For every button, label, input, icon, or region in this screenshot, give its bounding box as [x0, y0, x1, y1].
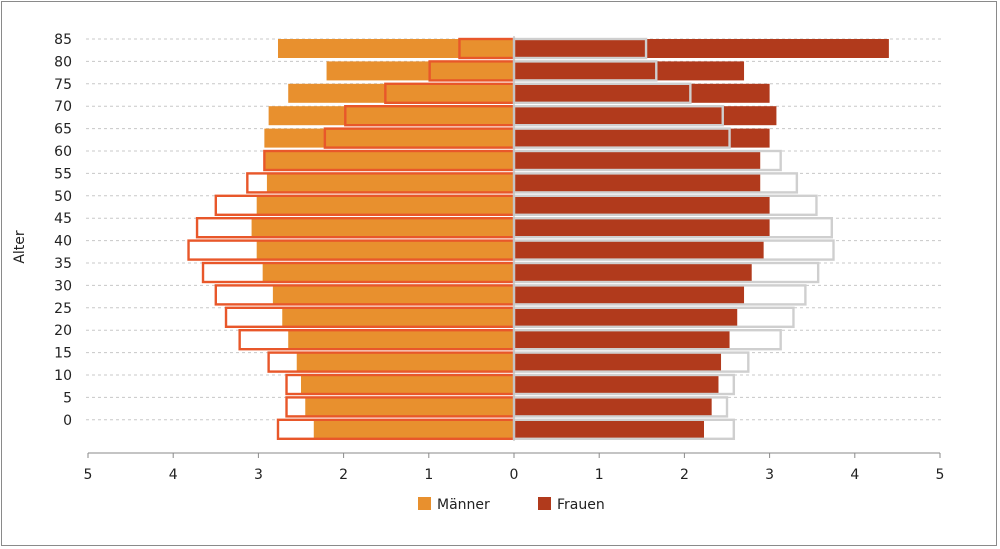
- bar-frauen: [514, 128, 770, 148]
- x-tick-label: 5: [936, 467, 945, 483]
- age-tick-label: 30: [54, 278, 72, 294]
- bar-maenner: [288, 330, 514, 350]
- age-tick-label: 45: [54, 211, 72, 227]
- bar-maenner: [251, 218, 515, 238]
- bar-maenner: [288, 83, 514, 103]
- bar-frauen: [514, 263, 752, 282]
- legend: Männer Frauen: [418, 497, 605, 513]
- age-tick-label: 15: [54, 346, 72, 362]
- bar-frauen: [514, 106, 777, 126]
- bar-frauen: [514, 61, 745, 81]
- age-tick-label: 20: [54, 323, 72, 339]
- bar-maenner: [326, 61, 514, 81]
- age-tick-label: 25: [54, 301, 72, 317]
- age-tick-label: 75: [54, 77, 72, 93]
- bar-maenner: [256, 240, 514, 260]
- age-tick-label: 10: [54, 368, 72, 384]
- bar-maenner: [264, 128, 514, 148]
- x-tick-label: 0: [510, 467, 519, 483]
- age-tick-label: 50: [54, 189, 72, 205]
- legend-swatch: [538, 497, 551, 510]
- bar-frauen: [514, 419, 704, 439]
- bar-frauen: [514, 397, 712, 417]
- bar-maenner: [282, 307, 514, 327]
- x-tick-label: 2: [339, 467, 348, 483]
- bar-maenner: [313, 419, 514, 439]
- bar-maenner: [266, 173, 514, 193]
- x-tick-label: 5: [84, 467, 93, 483]
- age-tick-label: 85: [54, 32, 72, 48]
- bar-maenner: [296, 352, 514, 372]
- age-tick-label: 0: [63, 413, 72, 429]
- age-tick-label: 70: [54, 99, 72, 115]
- bar-frauen: [514, 375, 719, 394]
- age-tick-label: 65: [54, 122, 72, 138]
- bar-frauen: [514, 240, 764, 260]
- x-tick-label: 3: [254, 467, 263, 483]
- bar-maenner: [272, 285, 514, 305]
- bars: [251, 39, 889, 439]
- bar-maenner: [301, 375, 514, 394]
- age-tick-label: 60: [54, 144, 72, 160]
- x-tick-label: 1: [424, 467, 433, 483]
- x-axis: 5 4 3 2 1 0 1 2 3 4 5: [84, 452, 945, 483]
- bar-frauen: [514, 285, 745, 305]
- bar-maenner: [262, 263, 514, 282]
- y-axis-title: Alter: [12, 230, 28, 264]
- bar-frauen: [514, 218, 770, 238]
- age-tick-labels: 0 5 10 15 20 25 30 35 40 45 50 55 60 65 70 75 80 85: [54, 32, 72, 429]
- bar-frauen: [514, 39, 889, 58]
- bar-frauen: [514, 83, 770, 103]
- age-tick-label: 40: [54, 234, 72, 250]
- x-tick-label: 3: [765, 467, 774, 483]
- bar-maenner: [264, 151, 514, 170]
- bar-maenner: [256, 195, 514, 215]
- bar-maenner: [268, 106, 514, 126]
- bar-maenner: [277, 39, 514, 58]
- bar-maenner: [305, 397, 514, 417]
- bar-frauen: [514, 352, 722, 372]
- x-tick-label: 1: [595, 467, 604, 483]
- x-tick-label: 4: [169, 467, 178, 483]
- legend-label: Frauen: [557, 497, 605, 513]
- bar-frauen: [514, 330, 730, 350]
- bar-frauen: [514, 307, 738, 327]
- age-tick-label: 5: [63, 390, 72, 406]
- age-tick-label: 55: [54, 166, 72, 182]
- bar-frauen: [514, 195, 770, 215]
- legend-swatch: [418, 497, 431, 510]
- legend-label: Männer: [437, 497, 490, 513]
- age-tick-label: 35: [54, 256, 72, 272]
- x-tick-label: 2: [680, 467, 689, 483]
- bar-frauen: [514, 151, 761, 170]
- x-tick-label: 4: [850, 467, 859, 483]
- bar-frauen: [514, 173, 761, 193]
- age-tick-label: 80: [54, 54, 72, 70]
